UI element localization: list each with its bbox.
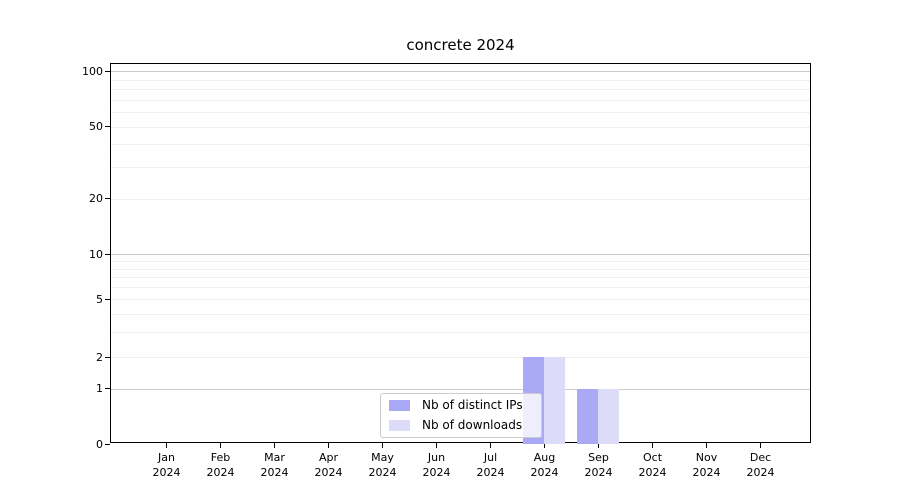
x-tick-label-sep: Sep 2024 [584, 451, 613, 479]
x-tick-label-aug: Aug 2024 [530, 451, 559, 479]
gridline-20 [111, 198, 810, 200]
x-tick-nov [706, 443, 707, 448]
gridline-minor-40 [111, 144, 810, 146]
y-tick-label-5: 5 [96, 292, 103, 306]
plot-area: 0 1 2 5 10 20 50 100 Jan 2024 Feb 2024 Mar 2024 Apr… [82, 63, 811, 479]
gridline-minor-9 [111, 260, 810, 262]
y-tick-label-20: 20 [89, 192, 103, 205]
bar-distinct-ips-sep-2024 [576, 388, 598, 444]
chart-title: concrete 2024 [406, 36, 515, 54]
y-tick-0 [105, 443, 110, 445]
gridline-2 [111, 357, 810, 359]
legend-entry-distinct-ips: Nb of distinct IPs [389, 399, 533, 412]
legend-label-distinct-ips: Nb of distinct IPs [422, 398, 523, 412]
x-tick-label-may: May 2024 [368, 451, 397, 479]
gridline-100 [111, 71, 810, 73]
x-tick-oct [652, 443, 653, 448]
legend-label-downloads: Nb of downloads [422, 418, 523, 432]
y-tick-2 [105, 356, 110, 358]
x-tick-jan [166, 443, 167, 448]
y-tick-5 [105, 298, 110, 300]
legend-entry-downloads: Nb of downloads [389, 419, 533, 432]
y-tick-label-50: 50 [89, 120, 103, 134]
x-tick-label-jul: Jul 2024 [476, 451, 505, 479]
gridline-minor-90 [111, 79, 810, 81]
x-tick-mar [274, 443, 275, 448]
legend-swatch-distinct-ips [389, 400, 410, 411]
x-tick-label-feb: Feb 2024 [206, 451, 235, 479]
x-tick-apr [328, 443, 329, 448]
gridline-minor-3 [111, 331, 810, 333]
x-tick-jul [490, 443, 491, 448]
gridline-1 [111, 388, 810, 390]
x-tick-label-jan: Jan 2024 [152, 451, 181, 479]
y-tick-label-0: 0 [96, 437, 103, 451]
x-tick-aug [544, 443, 545, 448]
y-tick-50 [105, 126, 110, 128]
x-tick-label-mar: Mar 2024 [260, 451, 289, 479]
x-tick-jun [436, 443, 437, 448]
y-tick-100 [105, 70, 110, 72]
x-tick-label-dec: Dec 2024 [746, 451, 775, 479]
y-tick-10 [105, 253, 110, 255]
x-tick-label-apr: Apr 2024 [314, 451, 343, 479]
y-tick-label-100: 100 [82, 64, 103, 78]
legend: Nb of distinct IPs Nb of downloads [380, 393, 542, 438]
x-tick-feb [220, 443, 221, 448]
legend-swatch-downloads [389, 420, 410, 431]
y-tick-label-1: 1 [96, 382, 103, 395]
gridline-5 [111, 299, 810, 301]
gridline-minor-6 [111, 287, 810, 289]
x-tick-may [382, 443, 383, 448]
x-tick-sep [598, 443, 599, 448]
x-tick-label-jun: Jun 2024 [422, 451, 451, 479]
y-tick-1 [105, 388, 110, 389]
gridline-minor-4 [111, 313, 810, 315]
bar-downloads-aug-2024 [543, 357, 565, 444]
gridline-minor-7 [111, 277, 810, 279]
x-tick-dec [760, 443, 761, 448]
y-tick-label-2: 2 [96, 350, 103, 364]
gridline-50 [111, 126, 810, 128]
gridline-minor-70 [111, 99, 810, 101]
gridline-minor-80 [111, 89, 810, 91]
gridline-10 [111, 254, 810, 255]
y-tick-20 [105, 198, 110, 199]
bar-downloads-sep-2024 [597, 388, 619, 444]
x-tick-label-nov: Nov 2024 [692, 451, 721, 479]
x-tick-label-oct: Oct 2024 [638, 451, 667, 479]
y-tick-label-10: 10 [89, 247, 103, 261]
gridline-minor-60 [111, 112, 810, 113]
gridline-minor-30 [111, 166, 810, 168]
gridline-minor-8 [111, 268, 810, 270]
